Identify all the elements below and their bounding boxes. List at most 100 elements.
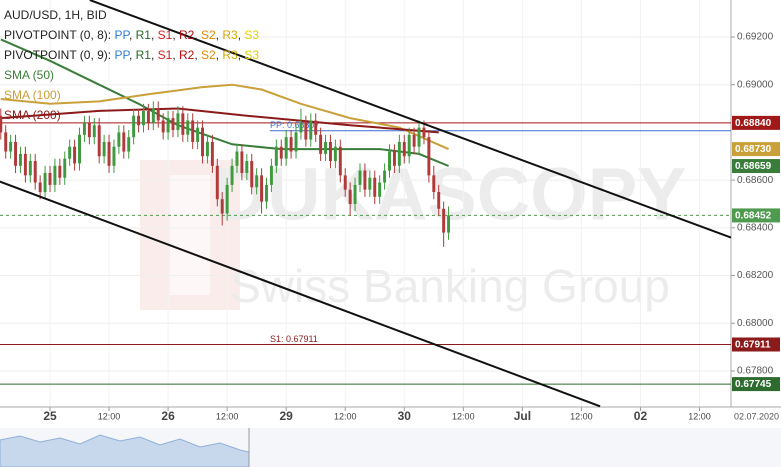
candle-body [284, 137, 288, 159]
candle-body [28, 161, 32, 176]
candle-body [151, 108, 155, 123]
x-tick-label: 29 [280, 409, 294, 423]
candle-body [68, 146, 72, 159]
legend-row: SMA (100) [4, 85, 259, 105]
candle-body [427, 137, 431, 176]
x-tick-label: 26 [161, 409, 175, 423]
candle-body [235, 151, 239, 166]
navigator [0, 428, 781, 467]
price-tag [732, 377, 780, 392]
candle-body [392, 151, 396, 166]
pivot-name: S3 [244, 48, 260, 62]
price-tag-label: 0.68840 [735, 118, 772, 129]
x-tick-label: 12:00 [452, 411, 475, 421]
price-tag [732, 208, 780, 223]
pivot-name: S3 [244, 28, 260, 42]
candle-body [422, 127, 426, 138]
candle-body [245, 161, 249, 173]
pivot-name: R2 [179, 28, 195, 42]
y-tick-label: 0.68600 [737, 175, 774, 186]
candle-body [102, 141, 106, 157]
y-tick-label: 0.69000 [737, 79, 774, 90]
candle-body [289, 137, 293, 152]
candle-body [156, 108, 160, 121]
candle-body [274, 146, 278, 166]
pivot-name: PP [114, 48, 129, 62]
pivot-separator: , [237, 28, 245, 42]
candle-body [402, 141, 406, 157]
candle-body [328, 141, 332, 162]
trend-line [0, 180, 601, 408]
candle-body [373, 177, 377, 197]
price-tag [732, 142, 780, 157]
candle-body [250, 161, 254, 188]
price-tag-label: 0.68659 [735, 161, 772, 172]
pivot-label: PIVOTPOINT (0, 8): [4, 28, 112, 42]
price-tag [732, 159, 780, 174]
candle-body [417, 127, 421, 147]
legend-entry: SMA (200) [4, 108, 61, 122]
candle-body [269, 165, 273, 185]
candle-body [343, 175, 347, 190]
candle-body [442, 208, 446, 233]
y-tick-label: 0.69200 [737, 32, 774, 43]
candle-body [265, 184, 268, 202]
candle-body [43, 172, 47, 193]
legend-entry: SMA (100) [4, 88, 61, 102]
legend-row: SMA (50) [4, 65, 259, 85]
price-tag [732, 337, 780, 352]
y-tick-label: 0.67800 [737, 366, 774, 377]
candle-body [324, 141, 328, 154]
candle-body [383, 170, 387, 183]
x-tick-label: Jul [514, 409, 531, 423]
pivot-separator: , [194, 48, 202, 62]
pivot-separator: , [172, 48, 179, 62]
y-tick-label: 0.68200 [737, 270, 774, 281]
pivot-separator: , [150, 28, 158, 42]
candle-body [186, 120, 190, 135]
pivot-name: R2 [179, 48, 195, 62]
candle-body [142, 110, 145, 126]
pivot-label: PIVOTPOINT (0, 9): [4, 48, 112, 62]
candle-body [205, 141, 209, 157]
candle-body [107, 141, 111, 166]
candle-body [181, 113, 185, 135]
pivot-separator: , [128, 48, 136, 62]
watermark-text: Swiss Banking Group [230, 260, 670, 312]
price-tag-label: 0.68452 [735, 211, 772, 222]
pivot-name: PP [114, 28, 129, 42]
pivot-name: R3 [222, 48, 238, 62]
candle-body [358, 170, 362, 185]
legend-row: AUD/USD, 1H, BID [4, 5, 259, 25]
pivot-name: S2 [201, 28, 216, 42]
candle-body [309, 120, 313, 140]
candle-body [196, 127, 200, 142]
candle-body [58, 165, 62, 178]
pivot-separator: , [128, 28, 136, 42]
candle-body [166, 118, 170, 133]
candle-body [279, 146, 283, 159]
candle-body [333, 146, 337, 162]
legend-row: PIVOTPOINT (0, 9): PP, R1, S1, R2, S2, R… [4, 45, 259, 65]
candle-body [319, 134, 323, 154]
price-tag-label: 0.67911 [735, 340, 771, 351]
y-tick-label: 0.68400 [737, 222, 774, 233]
candle-body [171, 118, 175, 131]
candle-body [53, 165, 57, 185]
pivot-separator: , [150, 48, 158, 62]
pivot-name: S2 [201, 48, 216, 62]
price-tag [732, 115, 780, 130]
price-tag-label: 0.68730 [735, 144, 772, 155]
date-label: 02.07.2020 [734, 411, 779, 421]
candle-body [260, 175, 264, 202]
candle-body [378, 182, 382, 197]
candle-body [14, 141, 18, 166]
candle-body [146, 110, 150, 123]
candle-body [397, 141, 401, 166]
candle-body [220, 199, 224, 214]
candle-body [363, 170, 367, 190]
sma-line [0, 83, 450, 151]
pivot-separator: , [172, 28, 179, 42]
